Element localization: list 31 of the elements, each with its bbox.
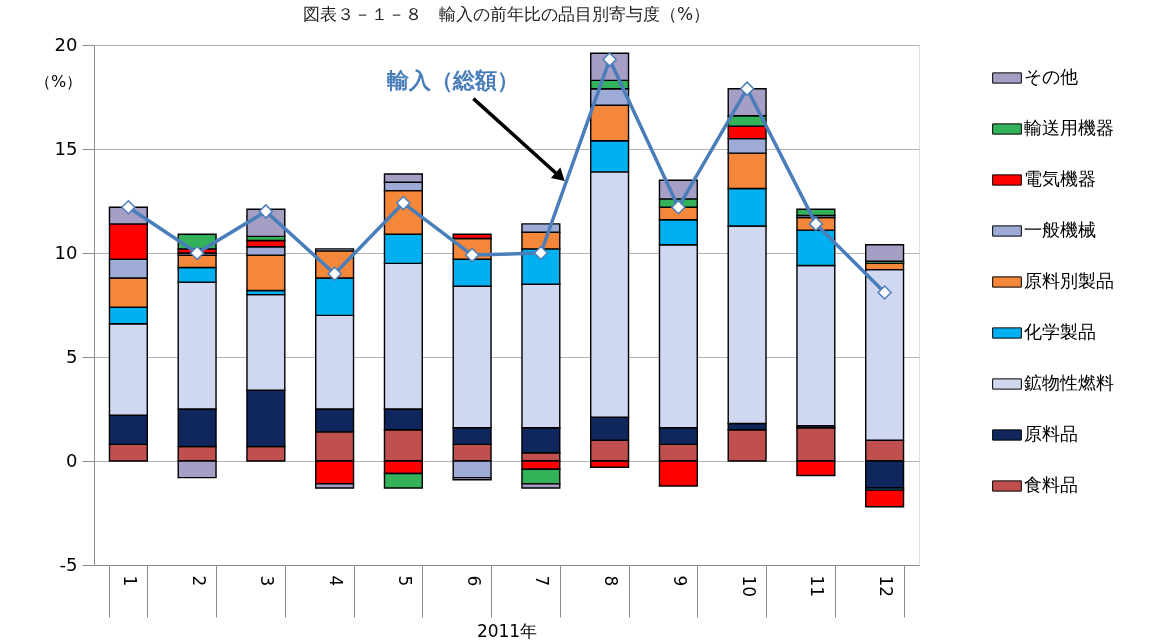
x-tick-label: 5: [394, 575, 415, 587]
y-tick-label: 20: [54, 33, 78, 55]
x-axis-title: 2011年: [476, 621, 538, 641]
x-tick-label: 9: [669, 575, 690, 587]
x-tick-label: 8: [601, 575, 622, 587]
y-tick-label: 0: [66, 449, 78, 471]
legend-label: 鉱物性燃料: [1024, 372, 1114, 393]
x-tick-label: 6: [463, 575, 484, 587]
x-tick-label: 4: [326, 575, 347, 587]
x-tick-label: 10: [738, 575, 759, 598]
chart-title: 図表３－１－８ 輸入の前年比の品目別寄与度（%）: [302, 4, 711, 24]
legend-label: 食料品: [1024, 474, 1078, 495]
legend-label: 電気機器: [1024, 168, 1096, 189]
x-tick-label: 1: [119, 575, 140, 587]
legend-label: 輸送用機器: [1024, 117, 1114, 138]
legend-label: その他: [1024, 66, 1078, 87]
x-tick-label: 11: [807, 575, 828, 598]
y-tick-label: -5: [59, 553, 78, 575]
x-tick-label: 2: [188, 575, 209, 587]
legend-label: 原料品: [1024, 423, 1078, 444]
y-axis-title: （%）: [34, 71, 83, 91]
x-tick-label: 12: [876, 575, 897, 598]
legend-label: 化学製品: [1024, 321, 1096, 342]
x-tick-label: 3: [257, 575, 278, 587]
x-tick-label: 7: [532, 575, 553, 587]
legend-label: 一般機械: [1024, 219, 1096, 240]
y-tick-label: 15: [54, 137, 78, 159]
y-tick-label: 5: [66, 345, 78, 367]
legend-label: 原料別製品: [1024, 270, 1114, 291]
y-tick-label: 10: [54, 241, 78, 263]
text: 輸入（総額）: [386, 67, 520, 93]
